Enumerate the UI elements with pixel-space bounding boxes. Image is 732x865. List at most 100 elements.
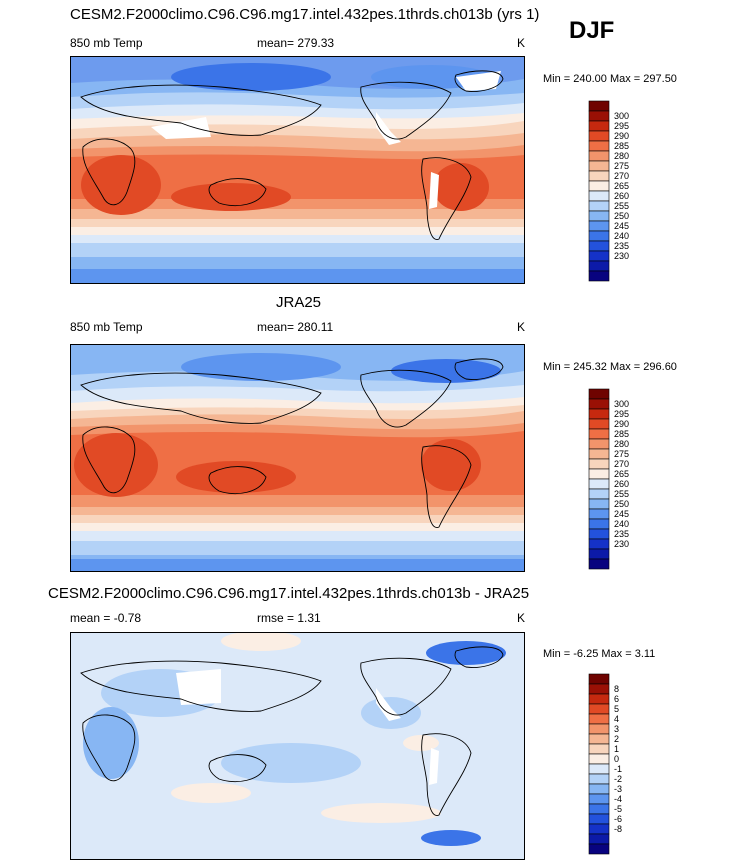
panel-2-minmax: Min = 245.32 Max = 296.60 (543, 361, 677, 373)
panel-1-colorbar-box (588, 170, 610, 182)
panel-1-colorbar-box (588, 160, 610, 172)
panel-3-colorbar-label: 3 (614, 724, 619, 734)
panel-2-cold-siberia (181, 353, 341, 381)
panel-2-colorbar-box (588, 418, 610, 430)
panel-1-hot-australia (171, 183, 291, 211)
panel-1-colorbar-label: 285 (614, 141, 629, 151)
panel-3-colorbar-box (588, 693, 610, 705)
panel-3-coast-south-america (421, 733, 472, 816)
panel-3-colorbar-box (588, 673, 610, 685)
panel-3-colorbar-label: -4 (614, 794, 622, 804)
panel-3-colorbar-label: -6 (614, 814, 622, 824)
panel-1-colorbar-box (588, 140, 610, 152)
panel-2-colorbar-label: 290 (614, 419, 629, 429)
panel-2-colorbar-label: 255 (614, 489, 629, 499)
panel-1-colorbar-label: 270 (614, 171, 629, 181)
panel-2-colorbar-label: 240 (614, 519, 629, 529)
panel-3-coastlines (80, 646, 504, 816)
panel-3-missing-rockies (376, 688, 401, 721)
panel-1-missing-rockies (376, 112, 401, 145)
panel-3-colorbar-label: 0 (614, 754, 619, 764)
panel-2-colorbar-box (588, 478, 610, 490)
panel-2-coast-north-america (360, 369, 452, 428)
panel-3-anom-africa (83, 707, 139, 779)
panel-2-colorbar: 300 295 290 285 280 275 270 265 260 255 250 245 240 2… (588, 388, 649, 571)
panel-2-colorbar-label: 270 (614, 459, 629, 469)
panel-1-colorbar-box (588, 120, 610, 132)
panel-3-coast-greenland (454, 646, 504, 668)
panel-2-colorbar-box (588, 448, 610, 460)
season-label: DJF (569, 17, 615, 44)
panel-3-coast-eurasia (80, 660, 322, 712)
panel-2-colorbar-box (588, 498, 610, 510)
panel-2-hot-australia (176, 461, 296, 493)
panel-3-colorbar-box (588, 683, 610, 695)
panel-1-colorbar-label: 300 (614, 111, 629, 121)
panel-3-rmse: rmse = 1.31 (257, 611, 321, 625)
panel-2-colorbar-box (588, 458, 610, 470)
panel-1-map (70, 56, 525, 284)
panel-3-anom-south-indian (171, 783, 251, 803)
panel-1-colorbar-box (588, 200, 610, 212)
panel-1-colorbar-box (588, 210, 610, 222)
panel-2-colorbar-label: 230 (614, 539, 629, 549)
panel-2-coast-south-america (421, 445, 472, 528)
panel-2-colorbar-label: 275 (614, 449, 629, 459)
panel-3-colorbar-box (588, 823, 610, 835)
panel-3-colorbar-box (588, 743, 610, 755)
panel-1-mean: mean= 279.33 (257, 36, 335, 50)
panel-3-colorbar-label: -3 (614, 784, 622, 794)
panel-3-colorbar-box (588, 763, 610, 775)
panel-1-colorbar-box (588, 130, 610, 142)
panel-3-anom-greenland-cold (426, 641, 506, 665)
panel-3-colorbar-label: 8 (614, 684, 619, 694)
panel-2-colorbar-box (588, 398, 610, 410)
panel-3-colorbar-label: 6 (614, 694, 619, 704)
panel-3-colorbar-box (588, 723, 610, 735)
panel-1-colorbar-label: 275 (614, 161, 629, 171)
panel-3-colorbar-box (588, 803, 610, 815)
panel-3-mean: mean = -0.78 (70, 611, 142, 625)
panel-1-coast-north-america (360, 81, 452, 140)
panel-2-colorbar-label: 280 (614, 439, 629, 449)
panel-3-coast-australia (208, 754, 267, 783)
panel-3-colorbar-label: -8 (614, 824, 622, 834)
panel-2-colorbar-label: 260 (614, 479, 629, 489)
panel-3-coast-africa (82, 714, 136, 782)
panel-2-colorbar-box (588, 518, 610, 530)
panel-1-colorbar-label: 265 (614, 181, 629, 191)
panel-2-colorbar-label: 295 (614, 409, 629, 419)
panel-1-colorbar-box (588, 110, 610, 122)
panel-3-anom-south-pacific (321, 803, 441, 823)
panel-3-missing-tibet (176, 669, 221, 705)
panel-1-coast-africa (82, 138, 136, 206)
panel-2-hot-africa (74, 433, 158, 497)
panel-1-colorbar-box (588, 230, 610, 242)
panel-2-colorbar-box (588, 388, 610, 400)
panel-1-cold-antarctica (71, 269, 524, 283)
panel-2-colorbar-box (588, 428, 610, 440)
panel-1-colorbar-box (588, 260, 610, 272)
panel-3-colorbar-box (588, 833, 610, 845)
panel-1-band-295 (71, 154, 524, 199)
panel-1-colorbar-label: 230 (614, 251, 629, 261)
panel-2-coast-australia (208, 466, 267, 495)
panel-2-colorbar-box (588, 408, 610, 420)
panel-2-colorbar-box (588, 468, 610, 480)
panel-1-colorbar-box (588, 250, 610, 262)
panel-1-colorbar-box (588, 270, 610, 282)
panel-3-colorbar-box (588, 773, 610, 785)
panel-2-map (70, 344, 525, 572)
panel-2-map-svg (71, 345, 524, 571)
panel-2-coast-africa (82, 426, 136, 494)
panel-1-hot-africa (81, 155, 161, 215)
panel-3-missing-andes (429, 748, 439, 785)
panel-3-colorbar-label: 5 (614, 704, 619, 714)
panel-1-colorbar-box (588, 180, 610, 192)
panel-2-colorbar-label: 265 (614, 469, 629, 479)
panel-2-colorbar-box (588, 558, 610, 570)
panel-3-colorbar-box (588, 733, 610, 745)
panel-1-hot-south-america (433, 163, 489, 211)
panel-2-coast-eurasia (80, 372, 322, 424)
